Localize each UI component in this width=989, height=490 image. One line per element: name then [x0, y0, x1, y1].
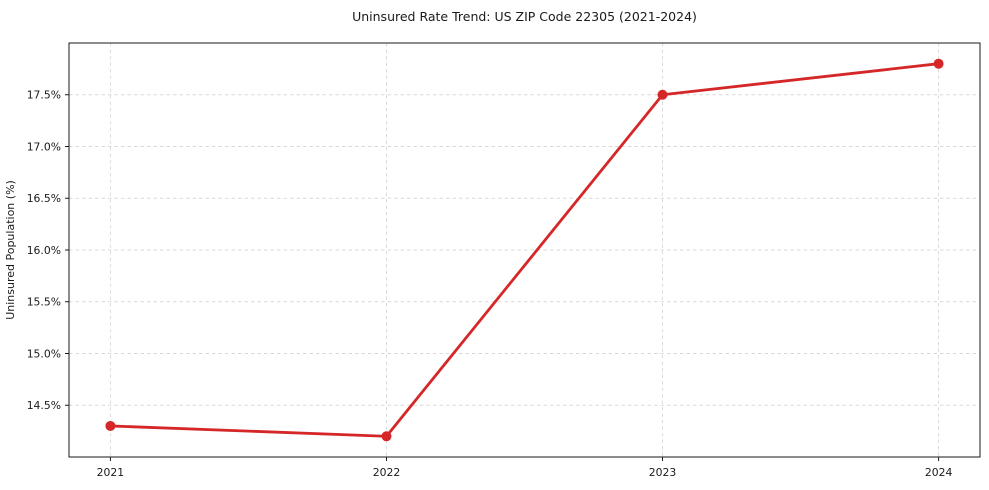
x-tick-label: 2024 [925, 466, 953, 479]
x-tick-label: 2023 [649, 466, 676, 479]
y-tick-label: 16.0% [27, 244, 61, 257]
y-tick-label: 16.5% [27, 192, 61, 205]
x-tick-label: 2021 [97, 466, 124, 479]
chart-title: Uninsured Rate Trend: US ZIP Code 22305 … [352, 9, 697, 24]
data-point [381, 431, 392, 442]
y-tick-label: 14.5% [27, 399, 61, 412]
y-tick-label: 15.5% [27, 296, 61, 309]
data-point [657, 89, 668, 100]
y-axis-label: Uninsured Population (%) [4, 180, 17, 320]
y-tick-label: 15.0% [27, 347, 61, 360]
y-tick-label: 17.0% [27, 140, 61, 153]
data-point [105, 420, 116, 431]
data-point [933, 58, 944, 69]
x-tick-label: 2022 [373, 466, 400, 479]
trend-line [109, 62, 940, 438]
y-tick-label: 17.5% [27, 89, 61, 102]
